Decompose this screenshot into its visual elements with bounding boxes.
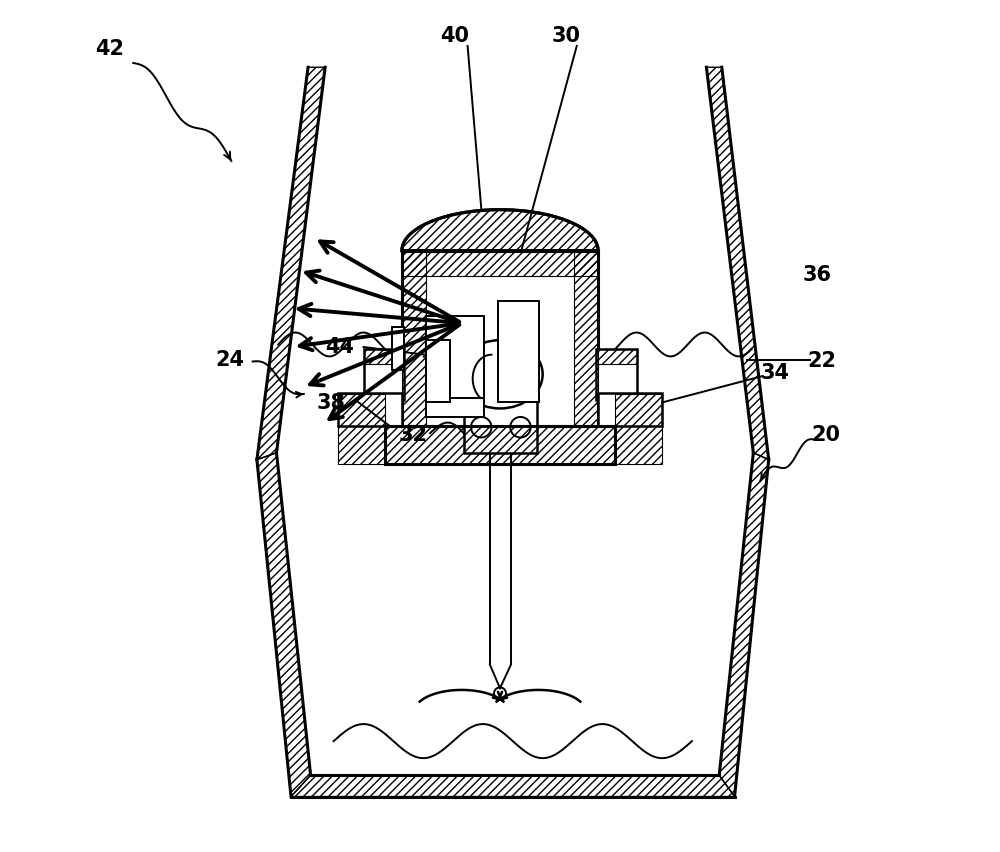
Bar: [464, 389, 537, 453]
Bar: [596, 349, 637, 365]
Text: 36: 36: [803, 264, 832, 285]
Bar: [402, 251, 426, 426]
Bar: [498, 302, 539, 402]
Text: 42: 42: [95, 39, 124, 60]
Ellipse shape: [457, 341, 543, 409]
Bar: [338, 394, 385, 464]
Text: 20: 20: [811, 424, 840, 445]
Bar: [426, 317, 484, 400]
Text: 34: 34: [760, 362, 789, 383]
Text: 32: 32: [398, 424, 427, 445]
Text: 24: 24: [215, 349, 244, 370]
Bar: [426, 341, 450, 402]
Bar: [615, 394, 662, 464]
Bar: [364, 349, 404, 365]
Bar: [596, 349, 637, 400]
Text: 30: 30: [552, 26, 581, 46]
Bar: [364, 349, 404, 400]
Bar: [392, 328, 404, 371]
Bar: [402, 251, 598, 426]
Circle shape: [494, 688, 506, 699]
Bar: [402, 251, 598, 277]
Bar: [385, 426, 615, 464]
Bar: [338, 394, 402, 426]
Bar: [598, 394, 662, 426]
Text: 22: 22: [807, 350, 836, 371]
Bar: [574, 251, 598, 426]
Text: 38: 38: [317, 393, 346, 413]
Text: 44: 44: [325, 337, 354, 357]
Text: 40: 40: [440, 26, 469, 46]
Bar: [426, 399, 484, 417]
